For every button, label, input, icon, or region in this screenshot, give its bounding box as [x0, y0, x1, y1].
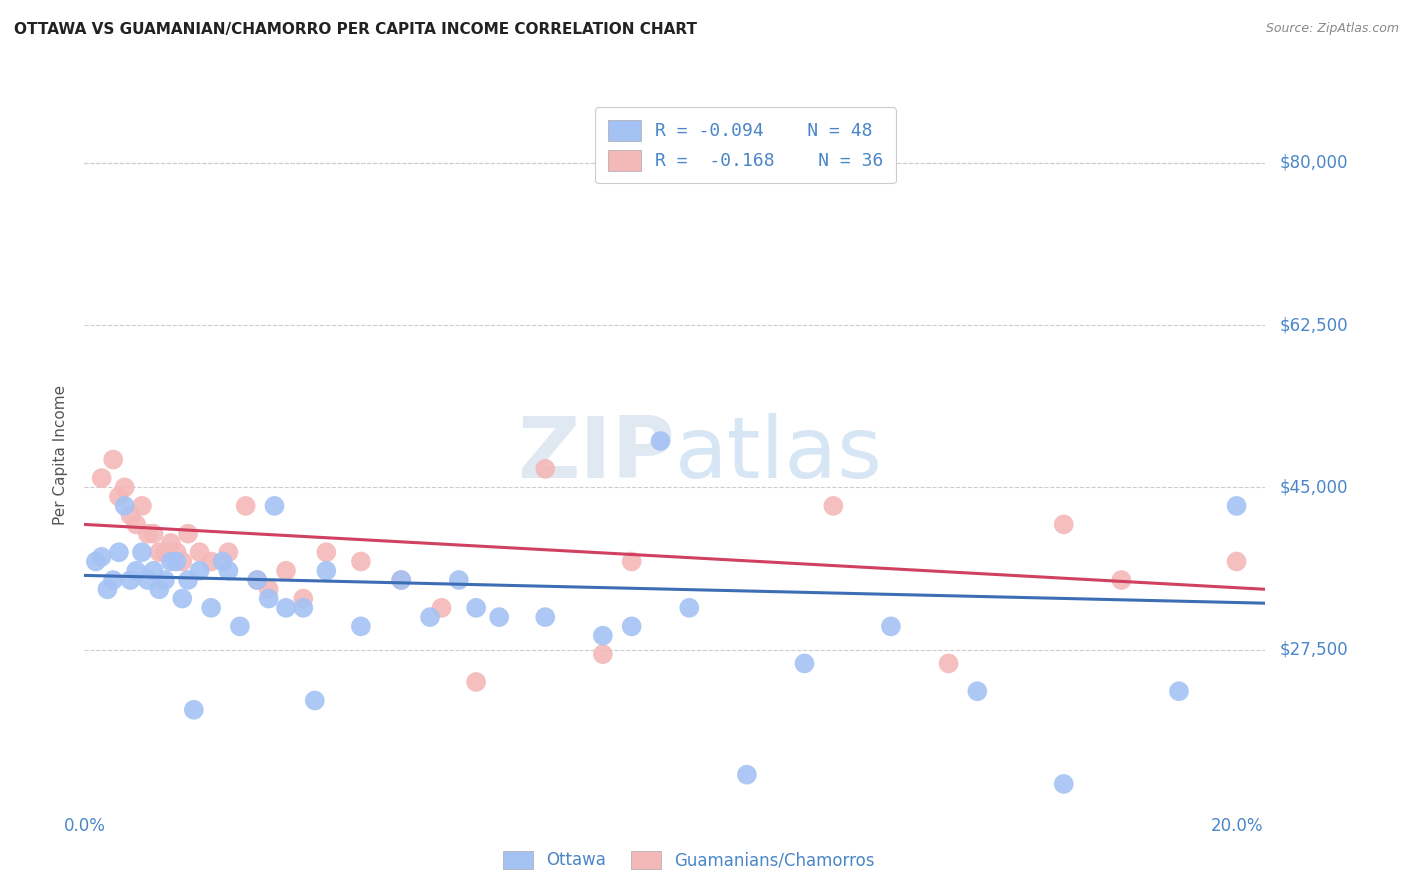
Point	[90, 471, 112, 485]
Point	[142, 526, 165, 541]
Point	[200, 600, 222, 615]
Point	[592, 629, 614, 643]
Point	[274, 564, 297, 578]
Text: ZIP: ZIP	[517, 413, 675, 497]
Point	[1111, 573, 1133, 587]
Point	[159, 536, 181, 550]
Point	[114, 499, 136, 513]
Point	[534, 462, 557, 476]
Point	[217, 564, 239, 578]
Text: atlas: atlas	[675, 413, 883, 497]
Point	[188, 545, 211, 559]
Point	[534, 610, 557, 624]
Point	[211, 554, 233, 568]
Y-axis label: Per Capita Income: Per Capita Income	[53, 384, 69, 525]
Point	[125, 564, 148, 578]
Point	[735, 767, 758, 781]
Point	[592, 647, 614, 661]
Point	[183, 703, 205, 717]
Point	[108, 490, 131, 504]
Point	[419, 610, 441, 624]
Point	[1053, 777, 1076, 791]
Text: $80,000: $80,000	[1279, 154, 1348, 172]
Point	[177, 573, 200, 587]
Point	[148, 545, 170, 559]
Point	[430, 600, 453, 615]
Point	[120, 508, 142, 523]
Point	[678, 600, 700, 615]
Point	[120, 573, 142, 587]
Point	[350, 554, 373, 568]
Point	[304, 693, 326, 707]
Point	[389, 573, 412, 587]
Text: Source: ZipAtlas.com: Source: ZipAtlas.com	[1265, 22, 1399, 36]
Point	[200, 554, 222, 568]
Point	[235, 499, 257, 513]
Text: $62,500: $62,500	[1279, 316, 1348, 334]
Point	[1226, 554, 1249, 568]
Point	[1168, 684, 1191, 698]
Point	[263, 499, 285, 513]
Point	[620, 554, 643, 568]
Point	[257, 591, 280, 606]
Text: $45,000: $45,000	[1279, 478, 1348, 496]
Point	[793, 657, 815, 671]
Point	[217, 545, 239, 559]
Point	[315, 564, 337, 578]
Point	[447, 573, 470, 587]
Point	[142, 564, 165, 578]
Legend: Ottawa, Guamanians/Chamorros: Ottawa, Guamanians/Chamorros	[494, 840, 884, 880]
Point	[166, 554, 188, 568]
Point	[172, 591, 194, 606]
Point	[136, 573, 159, 587]
Point	[166, 545, 188, 559]
Point	[966, 684, 988, 698]
Point	[620, 619, 643, 633]
Point	[389, 573, 412, 587]
Point	[131, 545, 153, 559]
Point	[229, 619, 252, 633]
Point	[108, 545, 131, 559]
Point	[153, 545, 176, 559]
Point	[315, 545, 337, 559]
Text: OTTAWA VS GUAMANIAN/CHAMORRO PER CAPITA INCOME CORRELATION CHART: OTTAWA VS GUAMANIAN/CHAMORRO PER CAPITA …	[14, 22, 697, 37]
Legend: R = -0.094    N = 48, R =  -0.168    N = 36: R = -0.094 N = 48, R = -0.168 N = 36	[596, 107, 896, 183]
Point	[125, 517, 148, 532]
Point	[136, 526, 159, 541]
Point	[131, 499, 153, 513]
Point	[465, 675, 488, 690]
Point	[148, 582, 170, 597]
Point	[101, 452, 124, 467]
Point	[177, 526, 200, 541]
Point	[650, 434, 672, 448]
Point	[292, 600, 315, 615]
Point	[153, 573, 176, 587]
Point	[246, 573, 269, 587]
Point	[938, 657, 960, 671]
Point	[84, 554, 107, 568]
Point	[1226, 499, 1249, 513]
Point	[465, 600, 488, 615]
Point	[880, 619, 903, 633]
Point	[96, 582, 118, 597]
Point	[350, 619, 373, 633]
Point	[1053, 517, 1076, 532]
Point	[246, 573, 269, 587]
Point	[274, 600, 297, 615]
Point	[823, 499, 845, 513]
Point	[292, 591, 315, 606]
Point	[114, 480, 136, 494]
Point	[257, 582, 280, 597]
Point	[172, 554, 194, 568]
Point	[188, 564, 211, 578]
Point	[90, 549, 112, 564]
Point	[488, 610, 510, 624]
Point	[159, 554, 181, 568]
Point	[101, 573, 124, 587]
Text: $27,500: $27,500	[1279, 640, 1348, 658]
